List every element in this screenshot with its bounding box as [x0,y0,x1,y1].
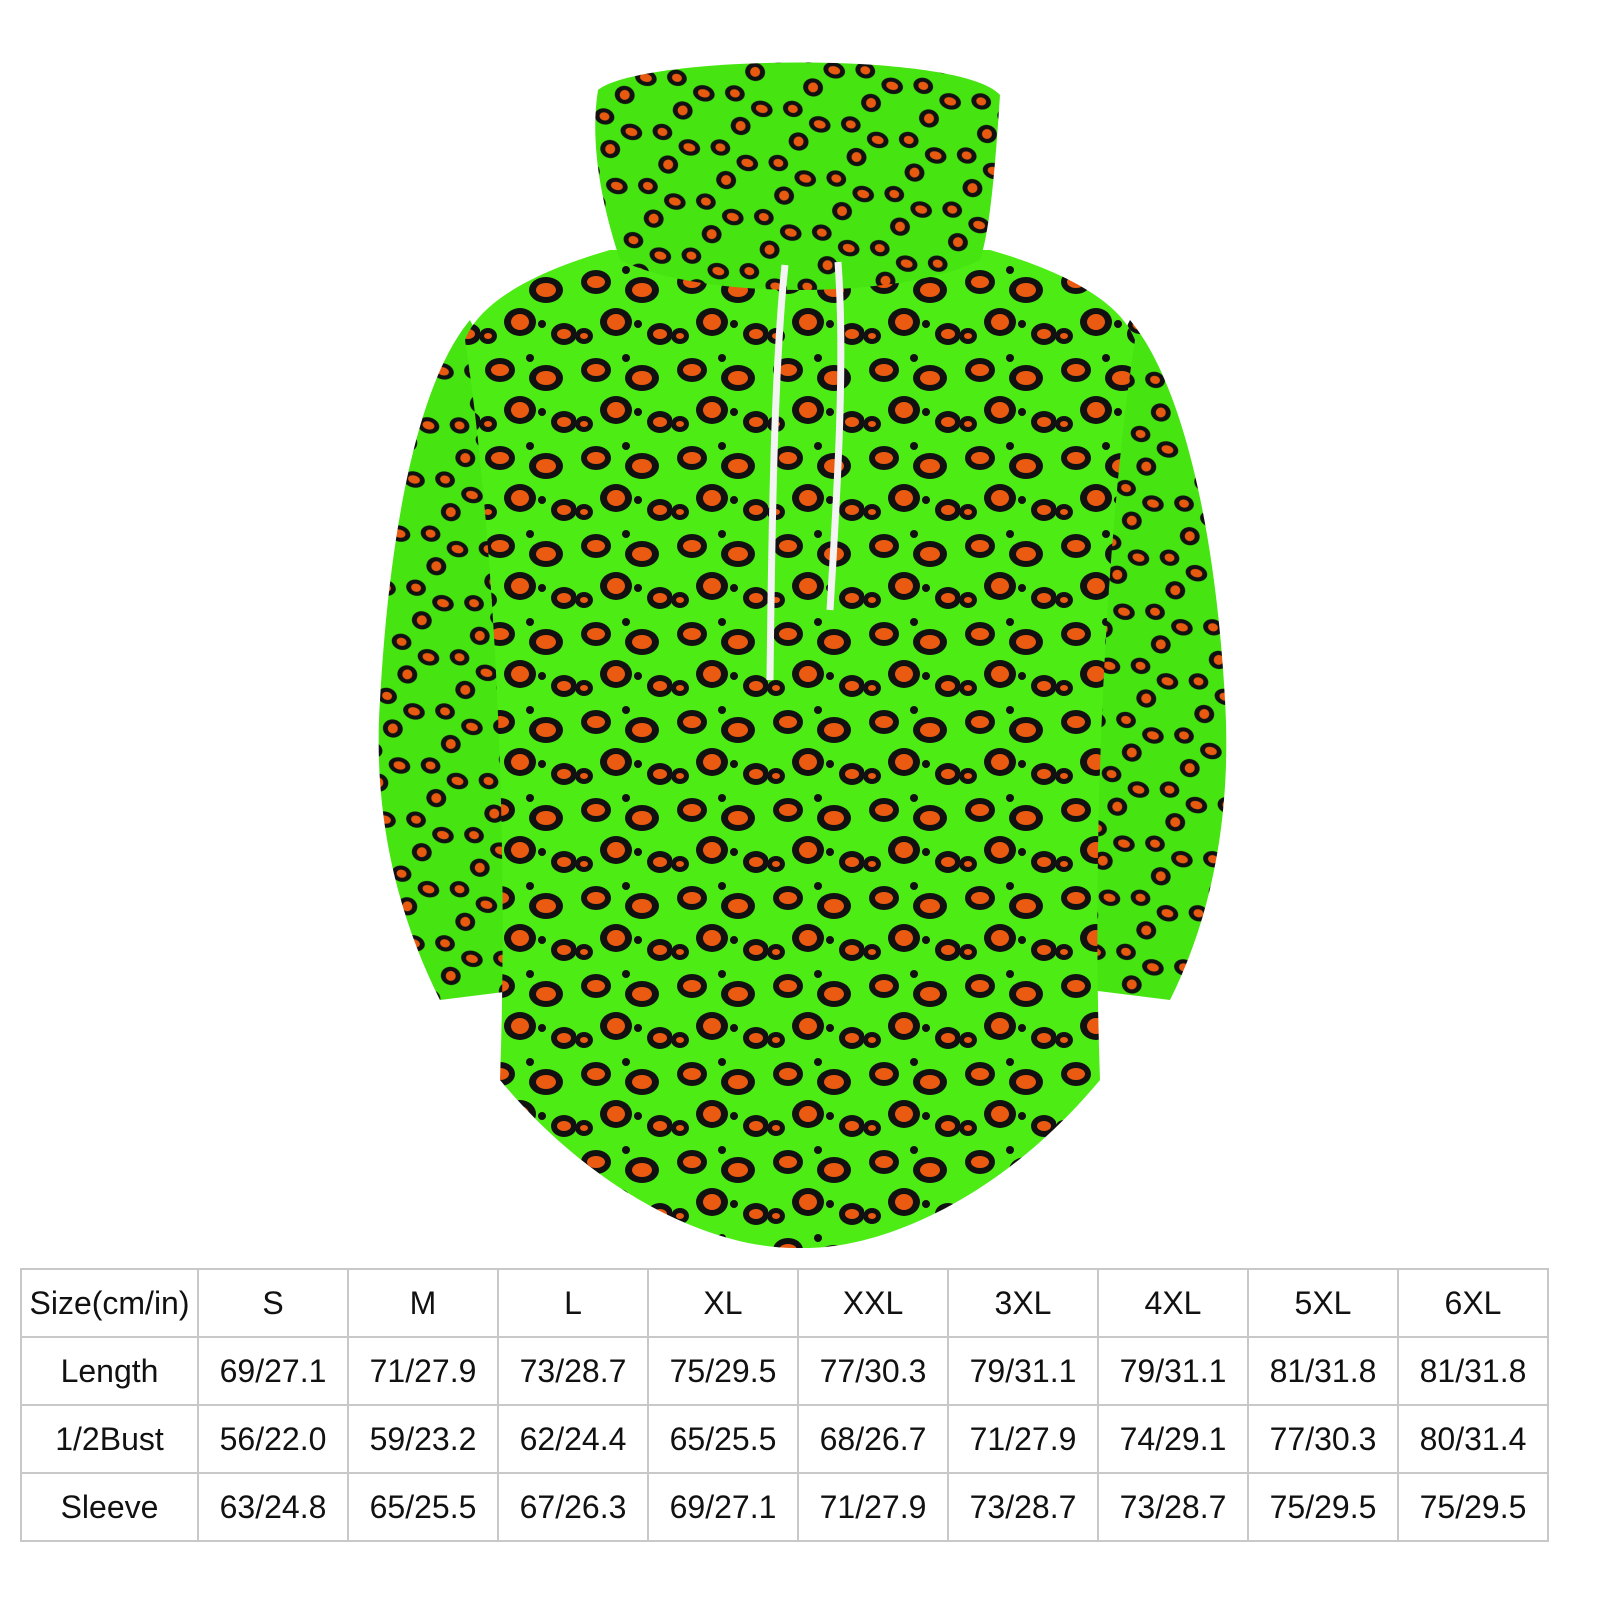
cell: 59/23.2 [347,1404,499,1474]
cell: 71/27.9 [797,1472,949,1542]
cell: 81/31.8 [1247,1336,1399,1406]
row-label: Size(cm/in) [20,1268,199,1338]
cell: 75/29.5 [647,1336,799,1406]
drawstring [766,264,789,681]
table-row: 1/2Bust 56/22.0 59/23.2 62/24.4 65/25.5 68/26… [20,1404,1549,1474]
row-label: Sleeve [20,1472,199,1542]
cell: 62/24.4 [497,1404,649,1474]
row-label: 1/2Bust [20,1404,199,1474]
row-label: Length [20,1336,199,1406]
cell: 71/27.9 [347,1336,499,1406]
hood [595,62,1000,290]
cell: 65/25.5 [647,1404,799,1474]
cell: 63/24.8 [197,1472,349,1542]
cell: 67/26.3 [497,1472,649,1542]
cell: 3XL [947,1268,1099,1338]
cell: 77/30.3 [797,1336,949,1406]
cell: 6XL [1397,1268,1549,1338]
cell: M [347,1268,499,1338]
cell: 69/27.1 [647,1472,799,1542]
hoodie-body [465,250,1135,1249]
product-image [378,62,1227,1249]
cell: 79/31.1 [947,1336,1099,1406]
cell: 56/22.0 [197,1404,349,1474]
cell: 4XL [1097,1268,1249,1338]
table-row: Length 69/27.1 71/27.9 73/28.7 75/29.5 77/30.… [20,1336,1549,1406]
cell: 5XL [1247,1268,1399,1338]
cell: 80/31.4 [1397,1404,1549,1474]
size-table: Size(cm/in) S M L XL XXL 3XL 4XL 5XL 6XL Length 69/… [20,1268,1549,1542]
cell: 81/31.8 [1397,1336,1549,1406]
cell: XXL [797,1268,949,1338]
cell: L [497,1268,649,1338]
cell: 71/27.9 [947,1404,1099,1474]
cell: 69/27.1 [197,1336,349,1406]
cell: 65/25.5 [347,1472,499,1542]
cell: 79/31.1 [1097,1336,1249,1406]
cell: 73/28.7 [497,1336,649,1406]
cell: 73/28.7 [1097,1472,1249,1542]
cell: 68/26.7 [797,1404,949,1474]
table-row: Sleeve 63/24.8 65/25.5 67/26.3 69/27.1 71/27.… [20,1472,1549,1542]
cell: 75/29.5 [1247,1472,1399,1542]
cell: 77/30.3 [1247,1404,1399,1474]
header-row: Size(cm/in) S M L XL XXL 3XL 4XL 5XL 6XL [20,1268,1549,1338]
cell: 74/29.1 [1097,1404,1249,1474]
cell: 73/28.7 [947,1472,1099,1542]
drawstring [826,261,845,611]
cell: 75/29.5 [1397,1472,1549,1542]
cell: S [197,1268,349,1338]
cell: XL [647,1268,799,1338]
